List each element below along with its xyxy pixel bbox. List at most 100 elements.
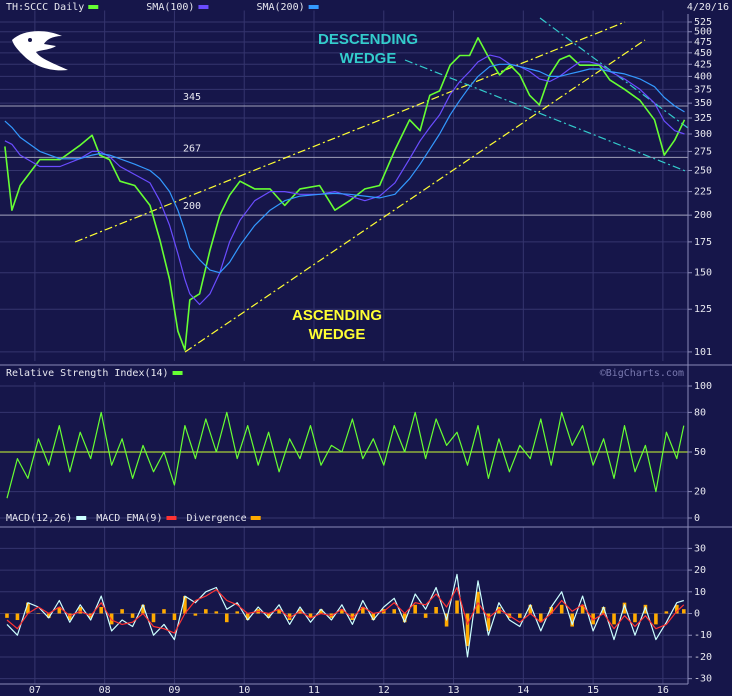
legend-label: MACD(12,26) [6, 513, 72, 524]
watermark: ©BigCharts.com [600, 368, 684, 379]
legend-label: MACD EMA(9) [96, 513, 162, 524]
label-layer: 07 08 09 10 11 12 13 14 15 1610112515017520022525… [6, 2, 729, 696]
x-tick-label: 15 [587, 685, 599, 696]
legend-label: SMA(100) [146, 2, 194, 13]
divergence-bar [319, 609, 323, 614]
divergence-bar [518, 613, 522, 618]
y-tick-label: 450 [694, 48, 712, 59]
legend-swatch [250, 516, 261, 520]
legend-swatch [172, 371, 183, 375]
legend-label: TH:SCCC Daily [6, 2, 84, 13]
divergence-bar [5, 613, 9, 618]
divergence-bar [528, 604, 533, 614]
descending-wedge-lower [404, 59, 689, 173]
series-line [4, 37, 686, 351]
divergence-bar [402, 613, 407, 623]
divergence-bar [204, 609, 208, 614]
divergence-bar [612, 613, 616, 625]
y-tick-label: 0 [694, 609, 700, 620]
level-label: 267 [183, 143, 201, 154]
y-tick-label: 10 [694, 587, 706, 598]
y-tick-label: 250 [694, 165, 712, 176]
divergence-bar [423, 613, 428, 618]
chart-date: 4/20/16 [687, 2, 729, 13]
divergence-bar [266, 613, 271, 618]
x-tick-label: 16 [657, 685, 669, 696]
divergence-bar [47, 613, 51, 618]
divergence-bar [151, 613, 156, 623]
divergence-bar [183, 596, 187, 614]
annotation: DESCENDING [318, 31, 418, 48]
divergence-bar [549, 607, 554, 614]
x-tick-label: 07 [29, 685, 41, 696]
divergence-bar [245, 613, 250, 621]
x-tick-label: 14 [517, 685, 529, 696]
divergence-bar [559, 604, 564, 614]
divergence-bar [580, 604, 585, 614]
annotation: ASCENDING [292, 307, 382, 324]
series-line [6, 586, 685, 634]
y-tick-label: 101 [694, 347, 712, 358]
divergence-bar [413, 604, 417, 614]
y-tick-label: 425 [694, 59, 712, 70]
y-tick-label: 225 [694, 187, 712, 198]
divergence-bar [141, 604, 145, 614]
y-tick-label: 20 [694, 565, 706, 576]
x-tick-label: 11 [308, 685, 320, 696]
divergence-bar [214, 611, 219, 614]
y-tick-label: 375 [694, 84, 712, 95]
divergence-bar [162, 609, 166, 614]
x-tick-label: 10 [238, 685, 250, 696]
divergence-bar [15, 613, 20, 621]
divergence-bar [654, 613, 658, 625]
y-tick-label: 400 [694, 71, 712, 82]
legend-swatch [198, 5, 209, 9]
y-tick-label: 30 [694, 543, 706, 554]
divergence-bar [235, 611, 240, 614]
divergence-bar [340, 609, 344, 614]
y-tick-label: 80 [694, 407, 706, 418]
y-tick-label: 125 [694, 304, 712, 315]
divergence-bar [224, 613, 229, 623]
divergence-bar [361, 607, 365, 614]
ascending-wedge-upper [74, 21, 626, 243]
divergence-bar [675, 604, 679, 614]
divergence-bar [371, 613, 376, 621]
x-tick-label: 08 [99, 685, 111, 696]
annotation: WEDGE [340, 50, 397, 67]
y-tick-label: 275 [694, 146, 712, 157]
logo [12, 31, 68, 71]
frame [0, 14, 732, 685]
y-tick-label: 200 [694, 210, 712, 221]
y-tick-label: 0 [694, 513, 700, 524]
divergence-bar [172, 613, 177, 621]
y-tick-label: 20 [694, 487, 706, 498]
x-tick-label: 13 [448, 685, 460, 696]
y-tick-label: 50 [694, 447, 706, 458]
divergence-bar [682, 609, 686, 614]
divergence-bar [130, 613, 135, 618]
divergence-bar [570, 613, 574, 627]
level-label: 345 [183, 92, 201, 103]
divergence-bar [643, 604, 648, 614]
divergence-bar [392, 609, 397, 614]
legend-label: Divergence [186, 513, 246, 524]
logo-eagle [12, 31, 68, 71]
divergence-bar [591, 613, 595, 625]
series-line [6, 573, 684, 658]
y-tick-label: 525 [694, 17, 712, 28]
series-line [4, 63, 685, 274]
x-tick-label: 12 [378, 685, 390, 696]
divergence-bar [538, 613, 543, 623]
level-label: 200 [183, 201, 201, 212]
divergence-bar [57, 607, 62, 614]
divergence-bar [465, 613, 470, 647]
plot-layer [4, 37, 686, 658]
legend-swatch [76, 516, 87, 520]
divergence-bar [99, 607, 103, 614]
grid-layer [0, 10, 688, 684]
divergence-bar [664, 611, 669, 614]
legend-label: SMA(200) [256, 2, 304, 13]
